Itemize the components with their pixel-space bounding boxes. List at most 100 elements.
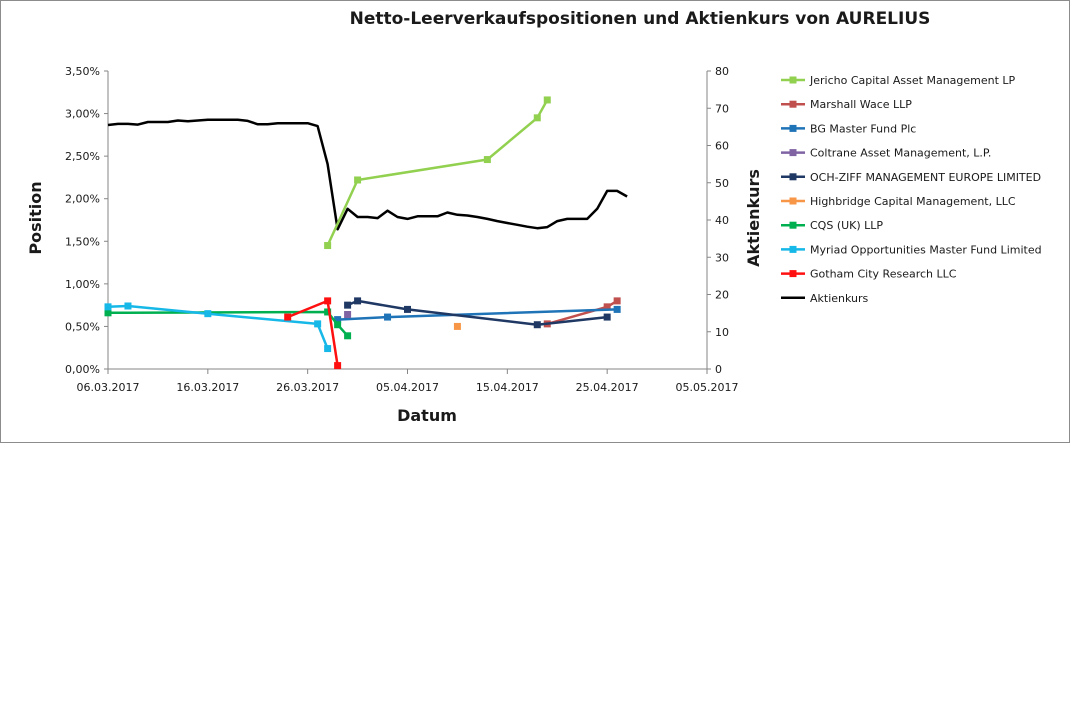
data-point-cqs-uk-llp	[344, 332, 352, 340]
series-jericho-capital-asset-management-lp	[324, 96, 551, 250]
data-point-jericho-capital-asset-management-lp	[533, 114, 541, 122]
series-line-och-ziff-management-europe-limited	[347, 299, 608, 326]
data-point-myriad-opportunities-master-fund-limited	[104, 303, 112, 311]
data-point-myriad-opportunities-master-fund-limited	[204, 310, 212, 318]
legend-swatch-marker	[789, 270, 797, 278]
series-gotham-city-research-llc	[284, 297, 342, 370]
data-point-marshall-wace-llp	[603, 303, 611, 311]
data-point-gotham-city-research-llc	[324, 297, 332, 305]
y2-tick-label: 30	[715, 251, 729, 264]
series-highbridge-capital-management-llc	[453, 322, 461, 330]
legend-item-marshall-wace-llp: Marshall Wace LLP	[781, 98, 912, 111]
legend-label: Coltrane Asset Management, L.P.	[810, 147, 991, 160]
series-lines	[104, 96, 628, 370]
series-aktienkurs	[107, 118, 628, 231]
series-line-cqs-uk-llp	[107, 310, 349, 337]
legend-swatch-marker	[789, 149, 797, 157]
data-point-jericho-capital-asset-management-lp	[483, 156, 491, 164]
legend: Jericho Capital Asset Management LP Marsh…	[781, 74, 1042, 305]
legend-label: Marshall Wace LLP	[810, 98, 912, 111]
x-tick-label: 26.03.2017	[276, 381, 339, 394]
legend-label: Aktienkurs	[810, 292, 869, 305]
x-tick-label: 05.04.2017	[376, 381, 439, 394]
data-point-gotham-city-research-llc	[334, 362, 342, 370]
data-point-marshall-wace-llp	[613, 297, 621, 305]
data-point-myriad-opportunities-master-fund-limited	[324, 345, 332, 353]
legend-item-highbridge-capital-management-llc: Highbridge Capital Management, LLC	[781, 195, 1016, 208]
data-point-bg-master-fund-plc	[613, 305, 621, 313]
legend-label: Gotham City Research LLC	[810, 268, 957, 281]
data-point-och-ziff-management-europe-limited	[344, 301, 352, 309]
y-tick-label: 1,50%	[65, 235, 100, 248]
series-line-aktienkurs	[107, 118, 628, 231]
data-point-highbridge-capital-management-llc	[453, 322, 461, 330]
legend-item-och-ziff-management-europe-limited: OCH-ZIFF MANAGEMENT EUROPE LIMITED	[781, 171, 1041, 184]
legend-swatch-marker	[789, 76, 797, 84]
data-point-och-ziff-management-europe-limited	[404, 305, 411, 313]
legend-item-myriad-opportunities-master-fund-limited: Myriad Opportunities Master Fund Limited	[781, 243, 1042, 256]
data-point-cqs-uk-llp	[104, 309, 112, 317]
y-tick-label: 0,00%	[65, 363, 100, 376]
legend-item-bg-master-fund-plc: BG Master Fund Plc	[781, 122, 916, 135]
data-point-bg-master-fund-plc	[334, 316, 342, 324]
legend-item-jericho-capital-asset-management-lp: Jericho Capital Asset Management LP	[781, 74, 1016, 87]
data-point-och-ziff-management-europe-limited	[603, 313, 611, 321]
x-axis-title: Datum	[397, 406, 457, 425]
legend-swatch-marker	[789, 221, 797, 229]
data-point-och-ziff-management-europe-limited	[533, 321, 541, 329]
legend-swatch-marker	[789, 100, 797, 108]
legend-swatch-marker	[789, 124, 797, 132]
y2-tick-label: 60	[715, 140, 729, 153]
legend-swatch-marker	[789, 245, 797, 253]
x-tick-label: 15.04.2017	[476, 381, 539, 394]
legend-label: Myriad Opportunities Master Fund Limited	[810, 243, 1042, 256]
axes: 0,00% 0,50% 1,00% 1,50% 2,00% 2,50% 3,00% 3,50%…	[65, 65, 738, 394]
y-tick-label: 2,00%	[65, 193, 100, 206]
series-line-gotham-city-research-llc	[287, 299, 339, 366]
data-point-cqs-uk-llp	[324, 308, 332, 316]
y2-tick-label: 10	[715, 326, 729, 339]
data-point-jericho-capital-asset-management-lp	[354, 176, 362, 184]
x-tick-label: 05.05.2017	[676, 381, 739, 394]
data-point-bg-master-fund-plc	[384, 313, 392, 321]
x-tick-label: 25.04.2017	[576, 381, 639, 394]
y2-tick-label: 50	[715, 177, 729, 190]
data-point-myriad-opportunities-master-fund-limited	[124, 302, 132, 310]
data-point-gotham-city-research-llc	[284, 313, 292, 321]
legend-swatch-marker	[789, 173, 797, 181]
y2-tick-label: 80	[715, 65, 729, 78]
legend-label: Highbridge Capital Management, LLC	[810, 195, 1016, 208]
series-och-ziff-management-europe-limited	[344, 297, 611, 329]
data-point-och-ziff-management-europe-limited	[354, 297, 362, 305]
series-bg-master-fund-plc	[334, 305, 621, 324]
data-point-coltrane-asset-management-l-p	[344, 311, 352, 319]
y-tick-label: 3,50%	[65, 65, 100, 78]
chart-title: Netto-Leerverkaufspositionen und Aktienk…	[350, 9, 931, 29]
y2-tick-label: 70	[715, 102, 729, 115]
x-tick-label: 16.03.2017	[176, 381, 239, 394]
data-point-jericho-capital-asset-management-lp	[324, 242, 332, 250]
data-point-cqs-uk-llp	[334, 321, 342, 329]
y-tick-label: 1,00%	[65, 278, 100, 291]
y-tick-label: 2,50%	[65, 150, 100, 163]
y-tick-label: 3,00%	[65, 108, 100, 121]
data-point-myriad-opportunities-master-fund-limited	[314, 320, 322, 328]
y2-tick-label: 20	[715, 289, 729, 302]
x-tick-label: 06.03.2017	[77, 381, 140, 394]
y2-tick-label: 0	[715, 363, 722, 376]
data-point-jericho-capital-asset-management-lp	[543, 96, 551, 104]
legend-item-cqs-uk-llp: CQS (UK) LLP	[781, 219, 883, 232]
y2-axis-title: Aktienkurs	[744, 169, 763, 267]
legend-swatch-marker	[789, 197, 797, 205]
legend-label: OCH-ZIFF MANAGEMENT EUROPE LIMITED	[810, 171, 1041, 184]
y-axis-title: Position	[26, 181, 45, 254]
y2-tick-label: 40	[715, 214, 729, 227]
legend-item-gotham-city-research-llc: Gotham City Research LLC	[781, 268, 957, 281]
series-myriad-opportunities-master-fund-limited	[104, 302, 332, 353]
legend-label: CQS (UK) LLP	[810, 219, 883, 232]
legend-label: BG Master Fund Plc	[810, 122, 916, 135]
legend-item-aktienkurs: Aktienkurs	[781, 292, 869, 305]
series-cqs-uk-llp	[104, 308, 352, 340]
y-tick-label: 0,50%	[65, 320, 100, 333]
